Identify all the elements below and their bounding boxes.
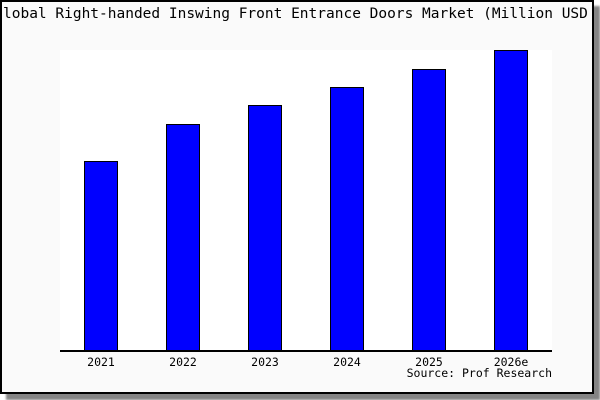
x-tick-label-2021: 2021 [87, 355, 115, 369]
x-tick-label-2026e: 2026e [493, 355, 529, 369]
source-credit: Source: Prof Research [406, 366, 552, 380]
x-tick-label-2022: 2022 [169, 355, 197, 369]
plot-area [60, 50, 552, 352]
bar-2025 [412, 69, 446, 350]
bar-2026e [494, 50, 528, 350]
chart-card: lobal Right-handed Inswing Front Entranc… [0, 0, 594, 394]
bar-2023 [248, 105, 282, 350]
chart-title: lobal Right-handed Inswing Front Entranc… [3, 6, 588, 22]
x-tick-label-2025: 2025 [415, 355, 443, 369]
bar-2021 [84, 161, 118, 350]
bar-2024 [330, 87, 364, 350]
x-tick-label-2024: 2024 [333, 355, 361, 369]
x-tick-label-2023: 2023 [251, 355, 279, 369]
bar-2022 [166, 124, 200, 350]
